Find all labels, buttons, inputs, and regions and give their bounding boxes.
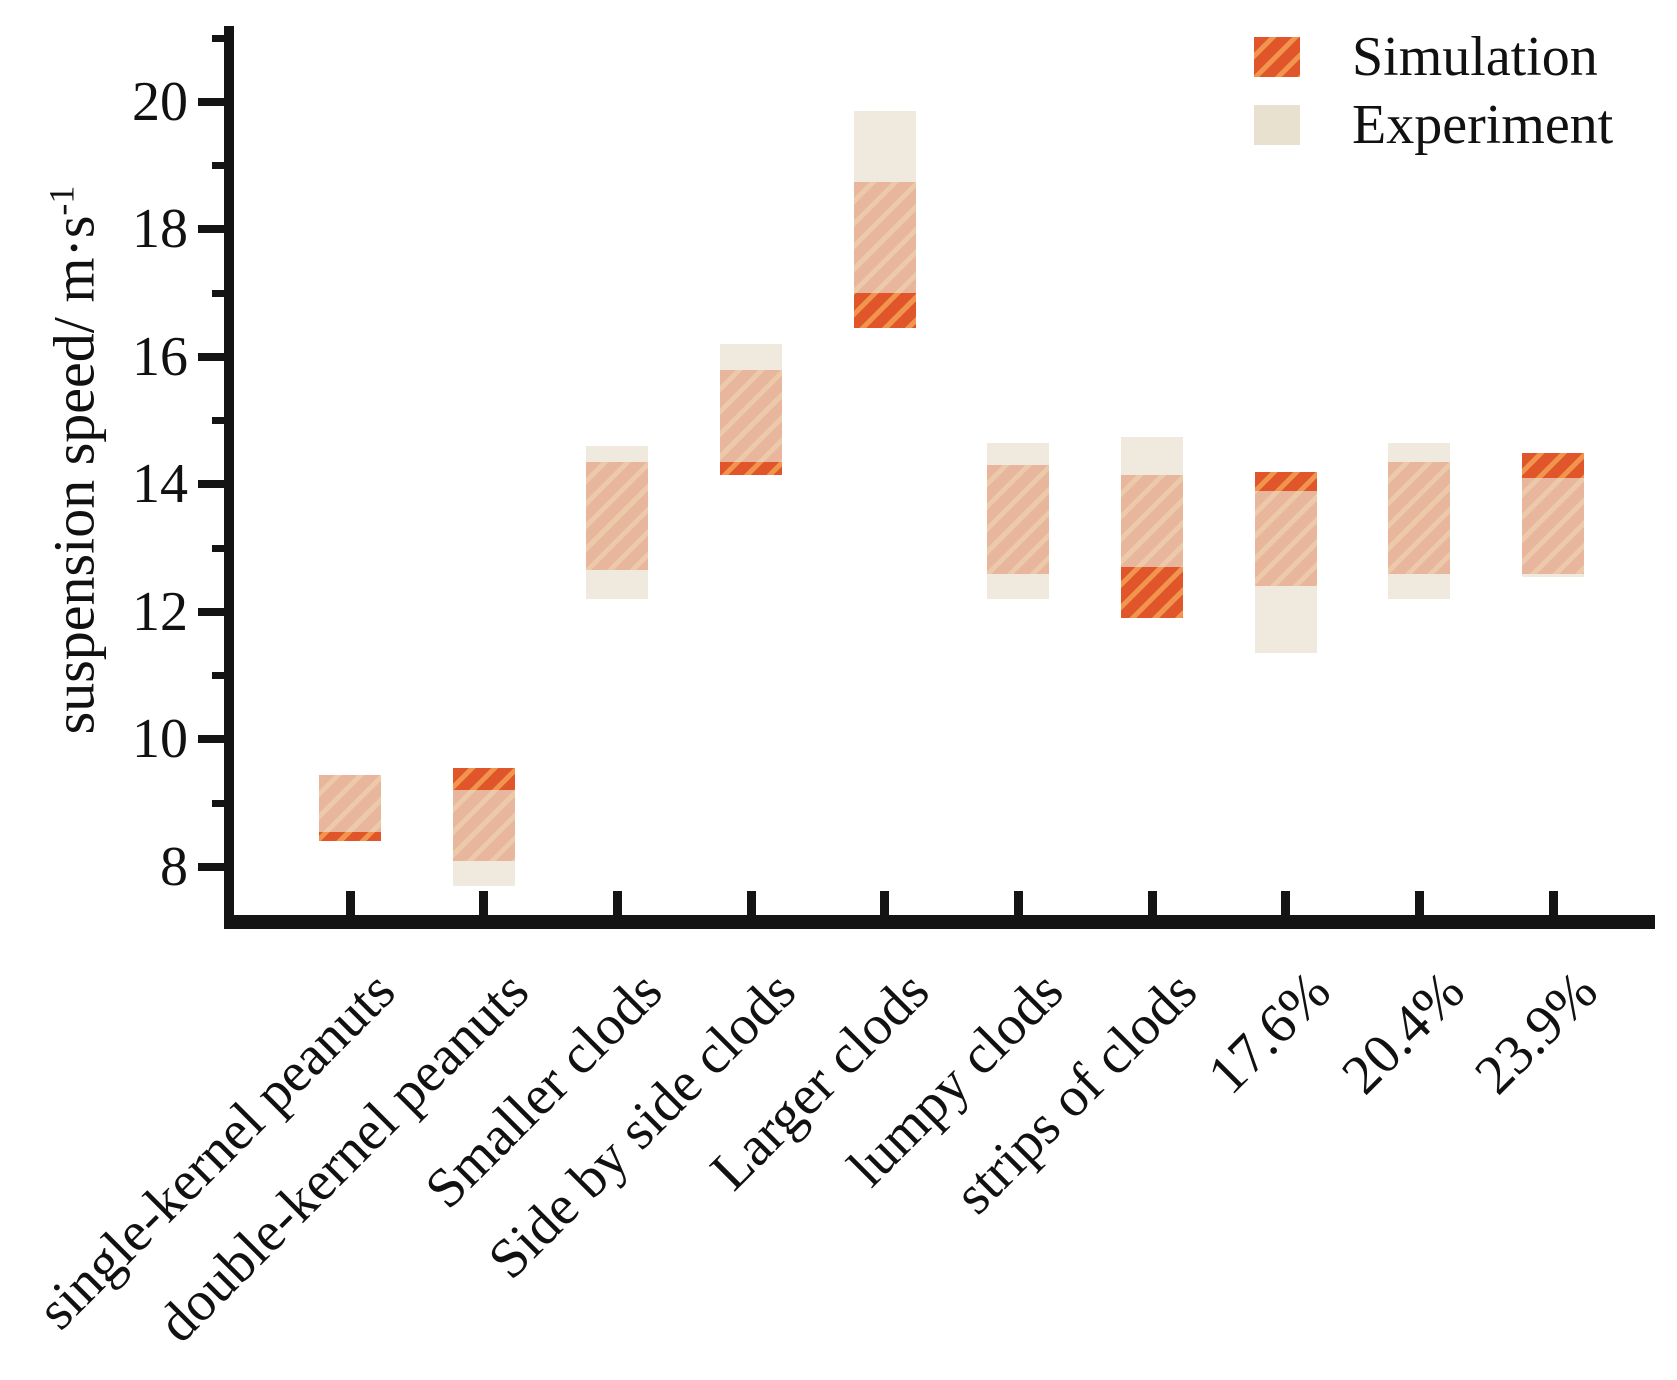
y-major-tick	[198, 480, 226, 489]
y-minor-tick	[212, 289, 226, 297]
legend-item-simulation: Simulation	[1254, 29, 1613, 85]
y-major-tick	[198, 97, 226, 106]
y-axis-line	[224, 26, 234, 929]
x-tick	[479, 891, 489, 917]
experiment-swatch-icon	[1254, 105, 1300, 145]
experiment-bar	[1522, 478, 1585, 577]
experiment-bar	[1254, 490, 1317, 654]
experiment-bar	[1121, 436, 1184, 568]
x-tick	[1414, 891, 1424, 917]
x-tick	[1548, 891, 1558, 917]
y-axis-title: suspension speed/ m·s-1	[41, 185, 106, 735]
legend-label-simulation: Simulation	[1352, 26, 1598, 88]
legend: Simulation Experiment	[1254, 29, 1613, 172]
x-tick	[612, 891, 622, 917]
x-category-label: 17.6%	[1196, 959, 1343, 1107]
y-minor-tick	[212, 417, 226, 425]
y-tick-label: 14	[132, 453, 188, 516]
y-minor-tick	[212, 799, 226, 807]
y-tick-label: 16	[132, 325, 188, 388]
x-tick	[880, 891, 890, 917]
y-major-tick	[198, 607, 226, 616]
y-minor-tick	[212, 162, 226, 170]
experiment-bar	[1388, 442, 1451, 600]
y-axis-title-exponent: -1	[41, 185, 82, 216]
x-tick	[1147, 891, 1157, 917]
y-tick-label: 10	[132, 708, 188, 771]
y-major-tick	[198, 863, 226, 871]
experiment-bar	[720, 344, 782, 463]
y-major-tick	[198, 352, 226, 361]
experiment-bar	[987, 442, 1050, 600]
experiment-bar	[586, 446, 649, 600]
x-axis-line	[224, 915, 1655, 929]
x-category-label: 20.4%	[1329, 959, 1477, 1107]
y-tick-label: 8	[160, 836, 188, 898]
experiment-bar	[452, 790, 515, 887]
y-minor-tick	[212, 544, 226, 552]
y-minor-tick	[212, 34, 226, 42]
experiment-bar	[853, 111, 916, 294]
y-tick-label: 20	[132, 70, 188, 133]
legend-item-experiment: Experiment	[1254, 97, 1613, 153]
y-axis-title-text: suspension speed/ m·s	[41, 215, 107, 735]
simulation-swatch-icon	[1254, 37, 1300, 77]
y-major-tick	[198, 735, 226, 744]
y-minor-tick	[212, 672, 226, 680]
y-major-tick	[198, 225, 226, 234]
x-tick	[746, 891, 756, 917]
experiment-bar	[319, 774, 381, 832]
x-tick	[1013, 891, 1023, 917]
x-tick	[345, 891, 355, 917]
y-tick-label: 18	[132, 198, 188, 261]
legend-label-experiment: Experiment	[1352, 94, 1614, 156]
x-tick	[1281, 891, 1291, 917]
x-category-label: 23.9%	[1463, 959, 1610, 1107]
y-tick-label: 12	[132, 580, 188, 643]
